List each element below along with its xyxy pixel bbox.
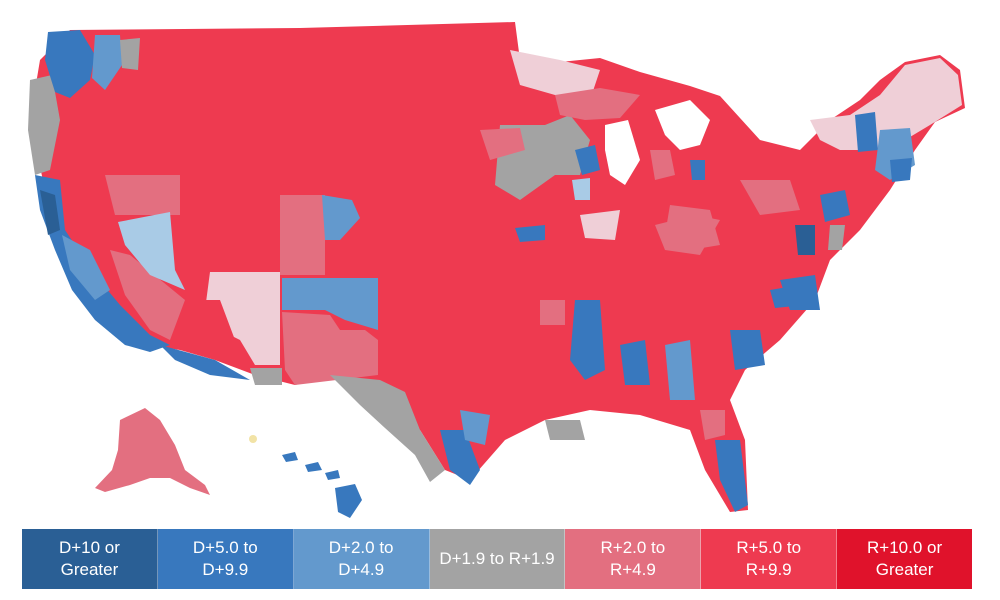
lake-michigan [605, 120, 640, 185]
legend-item-d2: D+2.0 to D+4.9 [293, 529, 430, 589]
hawaii-dot [249, 435, 257, 443]
pa-pink [740, 180, 800, 215]
florida-pink [700, 410, 725, 440]
ca-light-interior [62, 235, 110, 300]
nm-pink [282, 312, 378, 385]
hawaii-islands [282, 452, 362, 518]
denver-blue [322, 195, 360, 240]
ca-dark [40, 190, 60, 235]
vermont-blue [855, 112, 878, 152]
legend-item-r5: R+5.0 to R+9.9 [701, 529, 838, 589]
atlanta-blue [665, 340, 695, 400]
mn-pink [480, 128, 525, 160]
nm-blue [282, 278, 378, 330]
contiguous-us-base [30, 22, 965, 512]
mississippi-pink [540, 300, 565, 325]
seattle-area [45, 30, 95, 98]
us-county-map [28, 22, 965, 518]
legend-item-tossup: D+1.9 to R+1.9 [429, 529, 566, 589]
nevada-pink [105, 175, 180, 215]
ca-inland [110, 250, 185, 340]
minnesota-light [510, 50, 600, 100]
pnw-coast [28, 75, 60, 175]
boston-dark [890, 158, 912, 182]
chicago-blue [515, 225, 545, 242]
legend: D+10 or Greater D+5.0 to D+9.9 D+2.0 to … [22, 529, 973, 589]
chicago-light-pink [580, 210, 620, 240]
nevada-light [118, 212, 185, 290]
sw-border-blue [160, 345, 250, 380]
wa-light-area [92, 35, 122, 90]
nm-border-gray [250, 368, 282, 385]
legend-item-d5: D+5.0 to D+9.9 [157, 529, 294, 589]
alabama-blue [620, 340, 650, 385]
south-texas-blue [440, 430, 480, 485]
louisiana-gray [545, 420, 585, 440]
colorado-pink [280, 195, 325, 275]
arizona-light-pink [205, 272, 280, 365]
houston-blue [460, 410, 490, 445]
madison-blue [575, 145, 600, 175]
legend-item-d10: D+10 or Greater [22, 529, 158, 589]
alaska [95, 408, 210, 495]
florida-blue [715, 440, 748, 512]
nj-gray [828, 225, 845, 250]
new-england-light [810, 58, 962, 150]
tn-pink [655, 215, 720, 255]
milwaukee-light [572, 178, 590, 200]
michigan-lower-pink [650, 150, 675, 180]
wa-gray [120, 38, 140, 70]
phoenix-area [190, 300, 235, 355]
memphis-blue [570, 300, 605, 380]
california-coast [35, 175, 170, 352]
michigan-up-pink [555, 88, 640, 120]
lake-huron [655, 100, 710, 150]
sc-blue [730, 330, 765, 370]
map-svg [28, 22, 965, 518]
legend-item-r2: R+2.0 to R+4.9 [565, 529, 702, 589]
nyc-blue [820, 190, 850, 222]
texas-gray [330, 375, 445, 482]
detroit-blue [690, 160, 705, 180]
dc-blue [795, 225, 815, 255]
legend-item-r10: R+10.0 or Greater [837, 529, 973, 589]
nc-blue [770, 285, 805, 308]
